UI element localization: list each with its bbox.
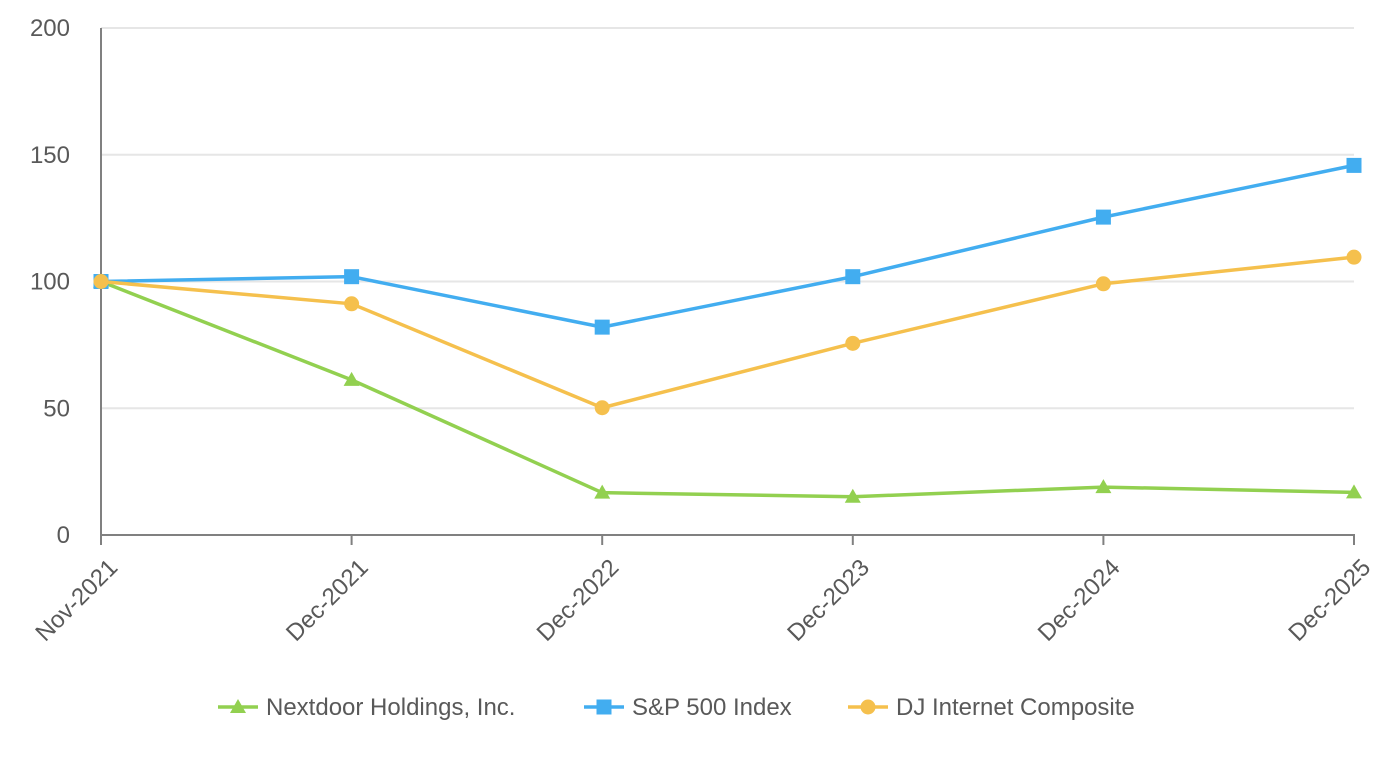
circle-marker <box>93 274 109 289</box>
y-tick-label: 0 <box>57 522 70 549</box>
legend-label: S&P 500 Index <box>632 694 792 721</box>
x-tick-label: Dec-2024 <box>1033 554 1126 647</box>
series-s-p-500-index <box>93 157 1362 335</box>
legend-label: DJ Internet Composite <box>896 694 1135 721</box>
legend-square-icon <box>596 699 612 715</box>
y-tick-label: 200 <box>30 15 70 42</box>
legend-triangle-icon <box>230 699 246 713</box>
triangle-marker <box>1095 479 1112 494</box>
x-tick-label: Dec-2023 <box>782 554 875 647</box>
square-marker <box>845 269 861 285</box>
x-tick-label: Nov-2021 <box>30 554 123 647</box>
x-tick-label: Dec-2025 <box>1283 554 1376 647</box>
y-tick-label: 100 <box>30 269 70 296</box>
gridlines <box>101 27 1354 410</box>
y-axis-ticks: 0 50 100 150 200 <box>30 15 70 549</box>
circle-marker <box>594 400 610 416</box>
square-marker <box>1095 209 1111 225</box>
triangle-marker <box>594 484 611 499</box>
legend-circle-icon <box>860 699 876 715</box>
series-line <box>99 255 1356 410</box>
triangle-marker <box>343 371 360 386</box>
square-marker <box>594 319 610 335</box>
legend-label: Nextdoor Holdings, Inc. <box>266 694 515 721</box>
x-tick-label: Dec-2021 <box>281 554 374 647</box>
y-tick-label: 50 <box>43 395 70 422</box>
legend-item: DJ Internet Composite <box>848 694 1135 721</box>
legend: Nextdoor Holdings, Inc. S&P 500 Index DJ I… <box>218 694 1135 721</box>
series-line <box>99 279 1356 499</box>
legend-item: Nextdoor Holdings, Inc. <box>218 694 515 721</box>
circle-marker <box>1095 276 1111 292</box>
series-lines <box>93 157 1362 503</box>
x-axis-ticks: Nov-2021 Dec-2021 Dec-2022 Dec-2023 Dec-2024… <box>30 535 1376 647</box>
x-tick-label: Dec-2022 <box>532 554 625 647</box>
series-nextdoor-holdings-inc <box>93 273 1362 503</box>
series-line <box>99 163 1356 329</box>
triangle-marker <box>844 488 861 503</box>
circle-marker <box>344 296 360 312</box>
y-tick-label: 150 <box>30 142 70 169</box>
series-dj-internet-composite <box>93 249 1362 416</box>
square-marker <box>344 269 360 285</box>
triangle-marker <box>1346 484 1362 499</box>
circle-marker <box>1346 249 1362 265</box>
square-marker <box>1346 157 1362 173</box>
legend-item: S&P 500 Index <box>584 694 792 721</box>
circle-marker <box>845 335 861 351</box>
